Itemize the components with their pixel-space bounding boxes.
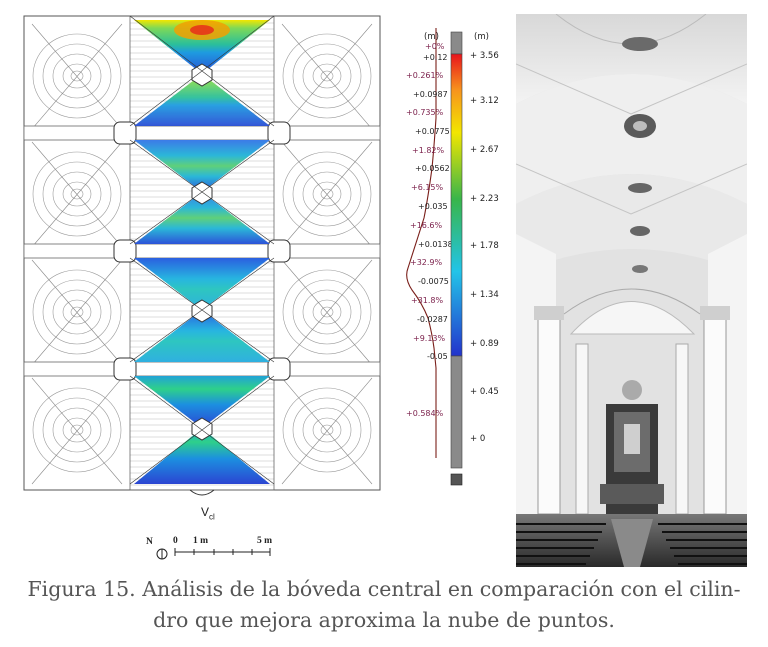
hist-label: +0.0775	[415, 127, 450, 136]
hist-label: -0.0287	[417, 315, 448, 324]
hist-label: +1.82%	[412, 146, 445, 155]
colorbar-tick: + 3.12	[470, 96, 499, 106]
hist-label: +0.735%	[406, 108, 444, 117]
caption-line-1: Figura 15. Análisis de la bóveda central…	[27, 577, 741, 601]
scale-label-1m: 1 m	[193, 536, 209, 546]
figure-caption: Figura 15. Análisis de la bóveda central…	[0, 574, 768, 636]
scale-label-0: 0	[173, 536, 178, 546]
colorbar-tick: + 0	[470, 434, 486, 444]
hist-label: +0.584%	[406, 409, 444, 418]
colorbar-tick: + 1.78	[470, 241, 499, 251]
hist-label: +0%	[425, 42, 445, 51]
hist-label: +0.261%	[406, 71, 444, 80]
colorbar-tick: + 1.34	[470, 290, 499, 300]
hist-label: +9.13%	[413, 334, 446, 343]
hist-label: +0.12	[423, 53, 448, 62]
north-label: N	[146, 537, 153, 547]
color-scale-bar	[450, 31, 463, 486]
scale-bar	[156, 548, 271, 560]
deviation-map	[134, 20, 270, 484]
colorbar-tick: + 0.89	[470, 339, 499, 349]
hist-label: +0.0562	[415, 164, 450, 173]
caption-line-2: dro que mejora aproxima la nube de punto…	[153, 608, 615, 632]
hist-label: +31.8%	[411, 296, 444, 305]
hist-label: +0.0138	[418, 240, 453, 249]
hist-label: +0.035	[418, 202, 448, 211]
colorbar-unit: (m)	[474, 32, 489, 42]
hist-label: -0.0075	[418, 277, 449, 286]
vault-label-sub: cl	[209, 512, 215, 522]
side-aisle-left	[31, 23, 123, 485]
side-aisle-right	[281, 23, 373, 485]
colorbar-tick: + 2.67	[470, 145, 499, 155]
hist-label: +6.15%	[411, 183, 444, 192]
vault-plan-drawing	[23, 15, 381, 496]
vault-label: Vcl	[201, 505, 215, 521]
histogram-unit: (m)	[424, 32, 439, 42]
church-interior-photo	[516, 14, 747, 567]
vault-label-main: V	[201, 505, 210, 519]
hist-label: +32.9%	[410, 258, 443, 267]
colorbar-tick: + 2.23	[470, 194, 499, 204]
colorbar-tick: + 3.56	[470, 51, 499, 61]
hist-label: -0.05	[427, 352, 448, 361]
hist-label: +0.0987	[413, 90, 448, 99]
hist-label: +16.6%	[410, 221, 443, 230]
deviation-histogram	[406, 28, 437, 458]
colorbar-tick: + 0.45	[470, 387, 499, 397]
keystone-bosses	[191, 63, 213, 441]
scale-label-5m: 5 m	[257, 536, 273, 546]
